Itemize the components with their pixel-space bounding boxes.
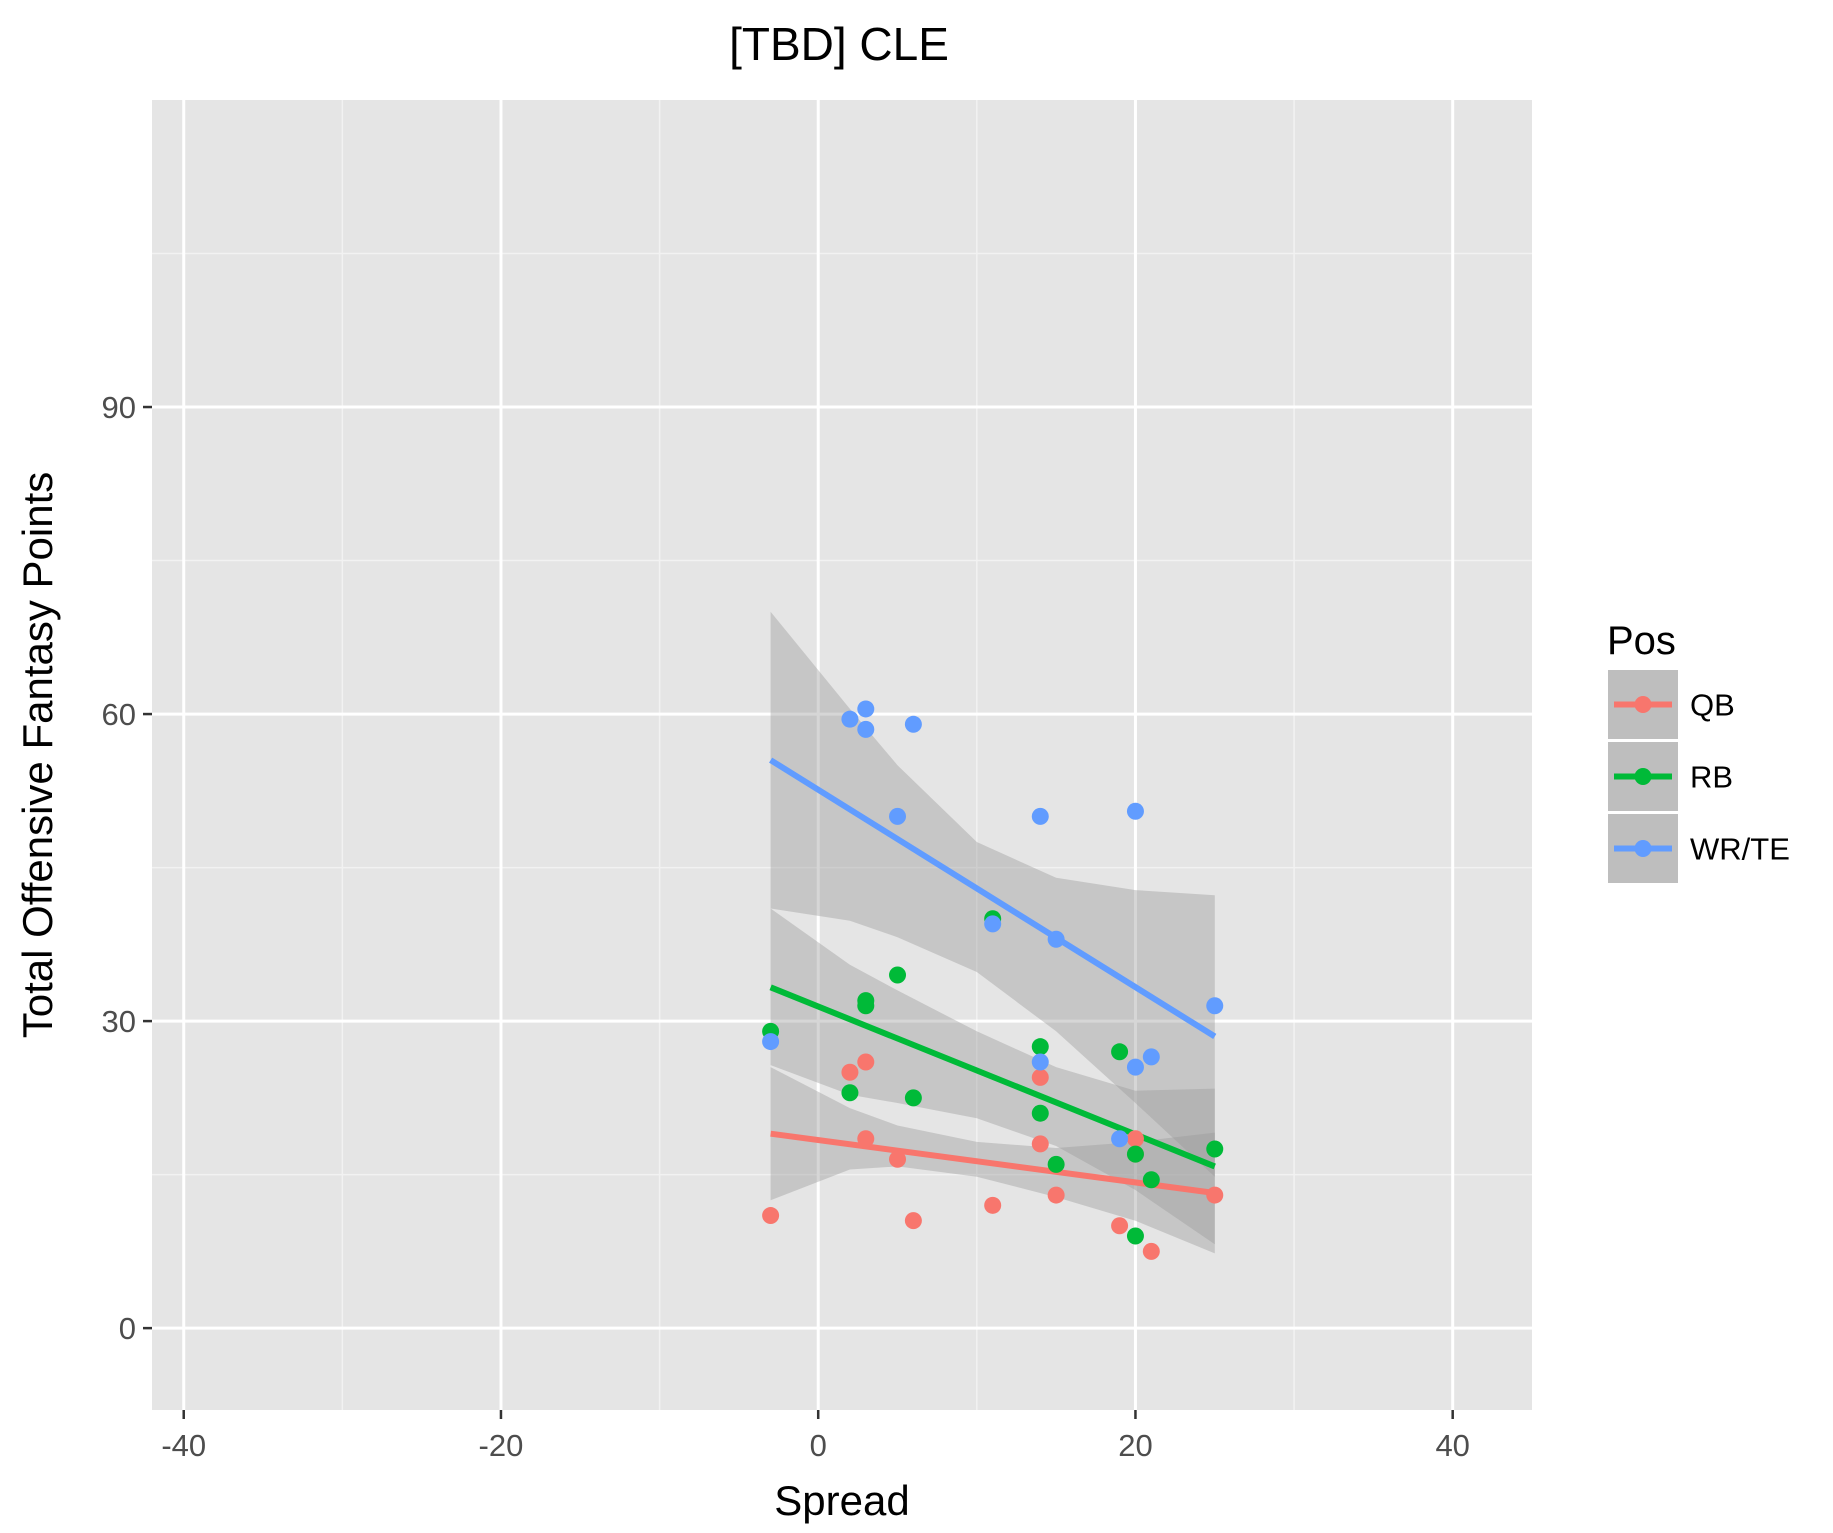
data-point-qb (1031, 1135, 1049, 1153)
data-point-qb (1126, 1130, 1144, 1148)
legend-label-qb: QB (1690, 688, 1735, 723)
data-point-qb (1206, 1186, 1224, 1204)
data-point-qb (857, 1053, 875, 1071)
y-axis-label: Total Offensive Fantasy Points (14, 472, 61, 1039)
legend-marker-rb (1634, 768, 1652, 785)
data-point-qb (984, 1196, 1002, 1214)
chart-title: [TBD] CLE (729, 18, 949, 70)
legend-title: Pos (1607, 619, 1676, 663)
data-point-rb (1126, 1145, 1144, 1163)
data-point-qb (841, 1063, 859, 1081)
legend-label-rb: RB (1690, 760, 1733, 795)
data-point-qb (762, 1207, 780, 1225)
data-point-wr-te (984, 915, 1002, 933)
data-point-rb (841, 1084, 859, 1102)
data-point-qb (904, 1212, 922, 1230)
data-point-qb (1142, 1242, 1160, 1260)
x-tick-label: -20 (479, 1428, 524, 1463)
x-tick-label: 0 (810, 1428, 827, 1463)
x-axis-label: Spread (774, 1477, 909, 1524)
data-point-wr-te (889, 807, 907, 825)
legend-marker-wr-te (1634, 840, 1652, 857)
data-point-qb (889, 1150, 907, 1168)
data-point-wr-te (762, 1033, 780, 1051)
data-point-rb (1047, 1155, 1065, 1173)
data-point-wr-te (1111, 1130, 1129, 1148)
data-point-wr-te (857, 720, 875, 738)
data-point-wr-te (1031, 1053, 1049, 1071)
data-point-rb (1111, 1043, 1129, 1061)
data-point-wr-te (857, 700, 875, 718)
trend-line-qb (770, 1130, 1216, 1197)
data-point-rb (1206, 1140, 1224, 1158)
data-point-rb (1142, 1171, 1160, 1189)
data-point-rb (1126, 1227, 1144, 1245)
data-point-rb (889, 966, 907, 984)
data-point-wr-te (1142, 1048, 1160, 1066)
trend-line-wr-te (769, 757, 1217, 1039)
data-point-rb (1031, 1104, 1049, 1122)
data-points (762, 700, 1224, 1260)
data-point-wr-te (841, 710, 859, 728)
data-point-wr-te (1047, 930, 1065, 948)
confidence-band-qb (770, 1067, 1215, 1254)
x-tick-label: -40 (161, 1428, 206, 1463)
data-point-qb (1047, 1186, 1065, 1204)
grid (152, 100, 1532, 1410)
data-point-qb (1031, 1068, 1049, 1086)
x-tick-label: 20 (1118, 1428, 1152, 1463)
y-tick-label: 60 (102, 697, 136, 732)
legend-marker-qb (1634, 696, 1652, 713)
data-point-wr-te (1206, 997, 1224, 1015)
data-point-rb (857, 997, 875, 1015)
data-point-wr-te (1126, 1058, 1144, 1076)
data-point-wr-te (1126, 802, 1144, 820)
y-tick-label: 90 (102, 390, 136, 425)
plot-panel (152, 100, 1532, 1410)
axes: -40 -20 0 20 40 0 30 60 90 (102, 390, 1470, 1463)
legend: Pos QB RB WR/TE (1607, 619, 1790, 883)
data-point-wr-te (904, 715, 922, 733)
data-point-wr-te (1031, 807, 1049, 825)
legend-label-wr-te: WR/TE (1690, 832, 1790, 867)
data-point-rb (904, 1089, 922, 1107)
data-point-qb (1111, 1217, 1129, 1235)
data-point-qb (857, 1130, 875, 1148)
y-tick-label: 30 (102, 1004, 136, 1039)
y-tick-label: 0 (119, 1311, 136, 1346)
confidence-band-wr-te (770, 611, 1215, 1177)
data-point-rb (1031, 1038, 1049, 1056)
x-tick-label: 40 (1435, 1428, 1469, 1463)
